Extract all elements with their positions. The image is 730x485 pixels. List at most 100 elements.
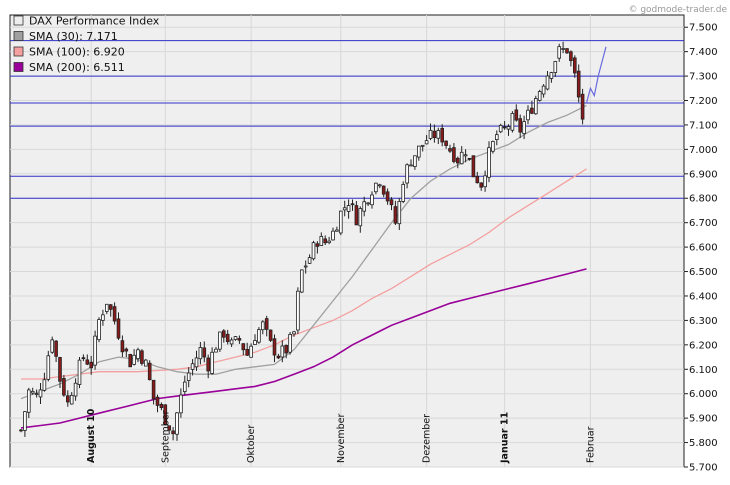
candle-body xyxy=(483,175,487,188)
candle-body xyxy=(541,85,546,95)
candle-body xyxy=(323,238,327,244)
candle-body xyxy=(42,379,47,391)
candle-body xyxy=(108,304,113,310)
y-tick-label: 7.300 xyxy=(689,72,718,83)
candle-body xyxy=(198,347,203,360)
candle-body xyxy=(89,361,94,369)
axis-layer: 5.700 5.800 5.900 6.000 6.100 6.200 6.300 6.400… xyxy=(86,23,717,474)
candle-body xyxy=(358,208,363,227)
candle-body xyxy=(167,425,172,431)
candle-body xyxy=(475,175,480,184)
candle-body xyxy=(452,147,456,162)
candle-body xyxy=(350,203,355,206)
candle-body xyxy=(288,334,292,353)
candle-body xyxy=(440,127,444,143)
candle-body xyxy=(502,126,507,129)
candle-body xyxy=(264,318,269,330)
candle-body xyxy=(190,363,195,370)
candle-body xyxy=(553,61,558,73)
candle-body xyxy=(136,349,140,359)
y-tick-label: 6.000 xyxy=(689,389,718,400)
candle-body xyxy=(163,404,168,425)
candle-body xyxy=(545,75,550,90)
candle-body xyxy=(237,338,242,341)
candle-body xyxy=(296,290,300,331)
plot-frame xyxy=(9,14,685,468)
candle-body xyxy=(494,134,499,140)
y-tick-label: 5.800 xyxy=(689,438,718,449)
legend: DAX Performance Index SMA (30): 7.171 SMA … xyxy=(13,15,160,74)
y-tick-label: 7.100 xyxy=(689,120,718,131)
candle-body xyxy=(526,109,530,121)
candle-body xyxy=(436,130,441,139)
x-tick-label: November xyxy=(336,413,347,463)
candle-body xyxy=(506,126,511,130)
legend-label: DAX Performance Index xyxy=(29,15,160,28)
x-tick-label: Februar xyxy=(585,426,596,463)
y-tick-label: 6.900 xyxy=(689,169,718,180)
candle-body xyxy=(370,194,374,206)
candle-body xyxy=(487,147,491,178)
candle-body xyxy=(331,230,335,241)
candle-body xyxy=(479,182,483,188)
candle-body xyxy=(432,130,437,139)
y-tick-label: 6.100 xyxy=(689,365,718,376)
candle-body xyxy=(420,144,425,147)
candle-body xyxy=(491,141,495,152)
legend-label: SMA (200): 6.511 xyxy=(29,61,125,74)
candle-body xyxy=(245,348,250,356)
y-tick-label: 5.700 xyxy=(689,463,718,474)
candle-body xyxy=(354,205,359,226)
candle-body xyxy=(424,140,429,145)
y-tick-label: 7.400 xyxy=(689,47,718,58)
candle-body xyxy=(377,184,382,187)
y-tick-label: 7.500 xyxy=(689,23,718,34)
candle-body xyxy=(576,70,581,98)
candle-body xyxy=(405,164,409,184)
x-tick-label: Januar 11 xyxy=(500,412,511,464)
candle-body xyxy=(315,243,320,247)
candle-body xyxy=(233,336,238,340)
candle-body xyxy=(580,93,585,120)
candle-body xyxy=(573,57,577,74)
candle-body xyxy=(116,318,121,339)
candle-body xyxy=(280,345,285,358)
candle-body xyxy=(409,164,413,167)
candle-body xyxy=(221,330,226,338)
candle-body xyxy=(342,207,347,211)
candle-body xyxy=(206,357,211,372)
candle-body xyxy=(459,151,464,165)
candle-body xyxy=(69,394,74,405)
candle-body xyxy=(105,303,109,312)
candle-body xyxy=(346,205,351,212)
candle-body xyxy=(303,265,308,268)
candle-body xyxy=(338,210,343,234)
candle-body xyxy=(19,429,23,432)
candle-body xyxy=(393,206,398,224)
candle-body xyxy=(147,362,152,381)
candle-body xyxy=(374,182,378,193)
candle-body xyxy=(77,359,82,385)
candle-body xyxy=(401,184,405,202)
candle-body xyxy=(140,350,144,364)
candle-body xyxy=(389,199,394,206)
x-tick-label: September xyxy=(160,410,171,463)
legend-swatch xyxy=(13,31,24,41)
candle-body xyxy=(186,372,191,382)
candle-body xyxy=(128,354,133,368)
candle-body xyxy=(362,201,366,212)
y-tick-label: 5.900 xyxy=(689,414,718,425)
candle-body xyxy=(467,157,472,160)
candle-body xyxy=(530,107,534,114)
candle-body xyxy=(54,340,58,357)
candle-body xyxy=(93,335,97,366)
candle-body xyxy=(30,390,35,394)
candle-body xyxy=(416,145,421,158)
y-tick-label: 6.200 xyxy=(689,340,718,351)
candle-body xyxy=(159,403,164,409)
candle-body xyxy=(518,118,522,133)
candle-body xyxy=(260,321,265,331)
candle-body xyxy=(471,155,476,178)
candle-body xyxy=(38,389,43,398)
legend-label: SMA (30): 7.171 xyxy=(29,30,118,43)
